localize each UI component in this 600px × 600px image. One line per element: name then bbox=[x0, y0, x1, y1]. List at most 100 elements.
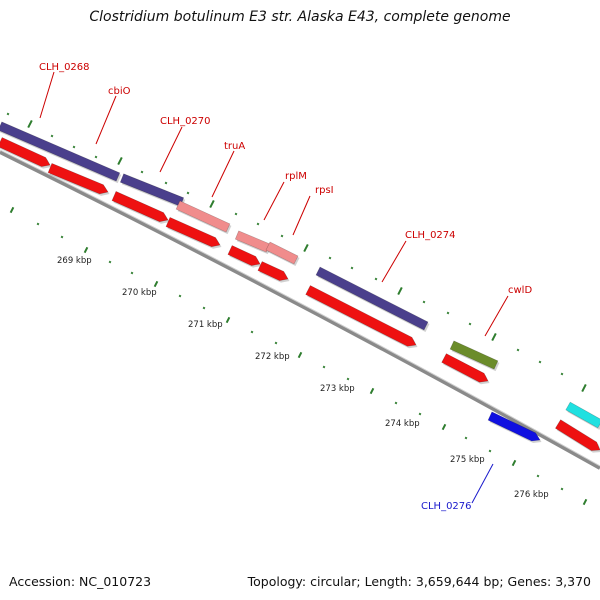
gene-label-clh-0268: CLH_0268 bbox=[39, 62, 90, 73]
tick-mark bbox=[582, 498, 588, 506]
cds-block bbox=[165, 217, 221, 248]
tick-mark bbox=[516, 348, 520, 352]
gene-block bbox=[119, 173, 185, 207]
leader-line bbox=[292, 195, 311, 236]
leader-line bbox=[211, 150, 235, 198]
tick-mark bbox=[369, 387, 375, 395]
kbp-label: 272 kbp bbox=[255, 352, 290, 362]
gene-label-trua: truA bbox=[224, 141, 245, 152]
cds-track bbox=[0, 137, 600, 453]
tick-mark bbox=[374, 277, 378, 281]
gene-block bbox=[487, 411, 541, 442]
tick-mark bbox=[303, 243, 309, 253]
tick-mark bbox=[560, 372, 564, 376]
gene-block bbox=[0, 121, 121, 182]
tick-mark bbox=[274, 341, 278, 345]
tick-mark bbox=[6, 112, 10, 116]
gene-block bbox=[565, 401, 600, 429]
tick-mark bbox=[581, 383, 587, 393]
tick-mark bbox=[130, 271, 134, 275]
gene-label-cbio: cbiO bbox=[108, 86, 131, 97]
tick-mark bbox=[108, 260, 112, 264]
cds-block bbox=[554, 419, 600, 451]
tick-mark bbox=[209, 199, 215, 209]
gene-block bbox=[175, 200, 231, 233]
tick-mark bbox=[178, 294, 182, 298]
tick-mark bbox=[186, 191, 190, 195]
genome-summary-text: Topology: circular; Length: 3,659,644 bp… bbox=[247, 574, 591, 589]
cds-block bbox=[257, 261, 289, 281]
leader-line bbox=[381, 240, 407, 283]
tick-mark bbox=[202, 306, 206, 310]
tick-mark bbox=[488, 449, 492, 453]
gene-label-clh-0274: CLH_0274 bbox=[405, 230, 456, 241]
tick-mark bbox=[322, 365, 326, 369]
gene-block bbox=[449, 340, 499, 370]
tick-mark bbox=[27, 119, 33, 129]
gene-labels: CLH_0268 cbiO CLH_0270 truA rplM rpsI CLH_0274… bbox=[39, 62, 532, 512]
gene-label-rpsi: rpsI bbox=[315, 185, 334, 196]
tick-mark bbox=[441, 423, 447, 431]
tick-mark bbox=[94, 155, 98, 159]
tick-mark bbox=[350, 266, 354, 270]
gene-label-rplm: rplM bbox=[285, 171, 307, 182]
cds-block bbox=[111, 191, 169, 223]
tick-mark bbox=[256, 222, 260, 226]
leader-line bbox=[95, 95, 117, 145]
tick-mark bbox=[536, 474, 540, 478]
gene-label-clh-0276: CLH_0276 bbox=[421, 501, 472, 512]
kbp-label: 273 kbp bbox=[320, 384, 355, 394]
inner-tick-ring bbox=[9, 206, 588, 506]
gene-block bbox=[265, 241, 299, 265]
leader-line bbox=[39, 71, 55, 119]
accession-text: Accession: NC_010723 bbox=[9, 574, 152, 589]
kbp-label: 269 kbp bbox=[57, 256, 92, 266]
kbp-label: 275 kbp bbox=[450, 455, 485, 465]
tick-mark bbox=[422, 300, 426, 304]
tick-mark bbox=[446, 311, 450, 315]
cds-block bbox=[0, 137, 51, 167]
tick-mark bbox=[9, 206, 15, 214]
label-leaders bbox=[39, 71, 509, 504]
kbp-label: 276 kbp bbox=[514, 490, 549, 500]
map-title: Clostridium botulinum E3 str. Alaska E43… bbox=[89, 9, 511, 25]
tick-mark bbox=[117, 156, 123, 166]
tick-mark bbox=[60, 235, 64, 239]
tick-mark bbox=[140, 170, 144, 174]
tick-mark bbox=[511, 459, 517, 467]
leader-line bbox=[471, 463, 494, 504]
kbp-label: 271 kbp bbox=[188, 320, 223, 330]
tick-mark bbox=[394, 401, 398, 405]
tick-mark bbox=[397, 286, 403, 296]
genome-backbone bbox=[0, 150, 600, 470]
tick-mark bbox=[538, 360, 542, 364]
gene-block bbox=[315, 266, 429, 331]
genome-backbone-shadow bbox=[0, 149, 600, 467]
leader-line bbox=[263, 181, 285, 221]
gene-track bbox=[0, 121, 600, 443]
cds-block bbox=[227, 245, 261, 266]
kbp-labels: 269 kbp 270 kbp 271 kbp 272 kbp 273 kbp 274 k… bbox=[57, 256, 549, 500]
gene-block bbox=[234, 230, 271, 253]
outer-tick-ring bbox=[6, 112, 587, 393]
tick-mark bbox=[250, 330, 254, 334]
tick-mark bbox=[560, 487, 564, 491]
tick-mark bbox=[280, 234, 284, 238]
leader-line bbox=[159, 126, 183, 173]
tick-mark bbox=[83, 246, 89, 254]
tick-mark bbox=[328, 256, 332, 260]
kbp-label: 270 kbp bbox=[122, 288, 157, 298]
cds-block bbox=[441, 353, 489, 383]
gene-label-cwld: cwlD bbox=[508, 285, 532, 296]
cds-block bbox=[47, 163, 109, 195]
tick-mark bbox=[72, 145, 76, 149]
tick-mark bbox=[468, 322, 472, 326]
tick-mark bbox=[491, 332, 497, 342]
tick-mark bbox=[346, 377, 350, 381]
cds-block bbox=[305, 285, 417, 347]
tick-mark bbox=[418, 412, 422, 416]
tick-mark bbox=[234, 212, 238, 216]
tick-mark bbox=[464, 436, 468, 440]
kbp-label: 274 kbp bbox=[385, 419, 420, 429]
